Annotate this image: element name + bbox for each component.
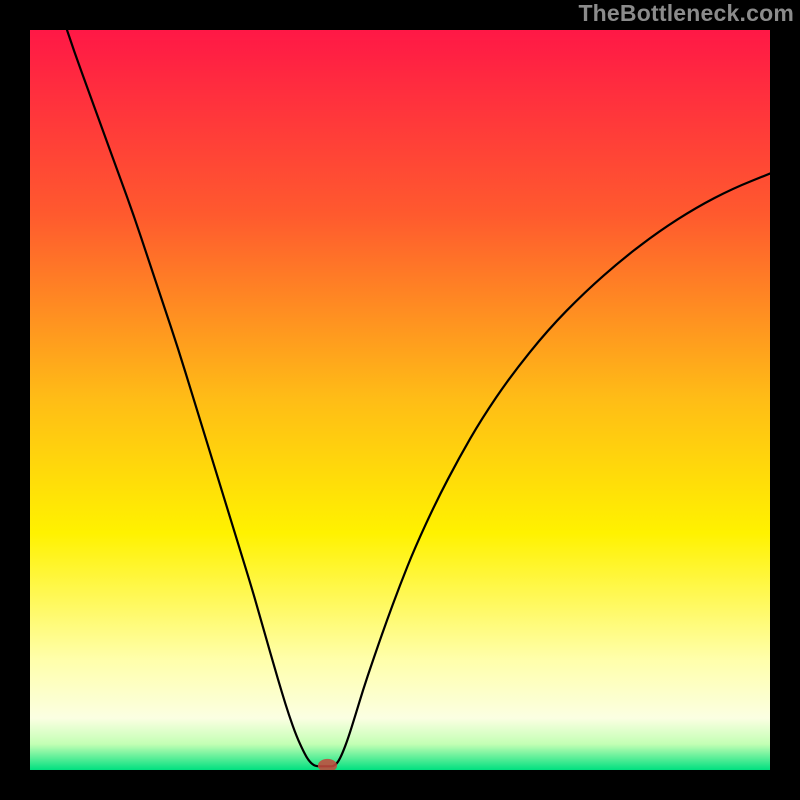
chart-plot-area bbox=[30, 30, 770, 770]
chart-background bbox=[30, 30, 770, 770]
watermark-text: TheBottleneck.com bbox=[578, 0, 794, 27]
chart-svg bbox=[30, 30, 770, 770]
